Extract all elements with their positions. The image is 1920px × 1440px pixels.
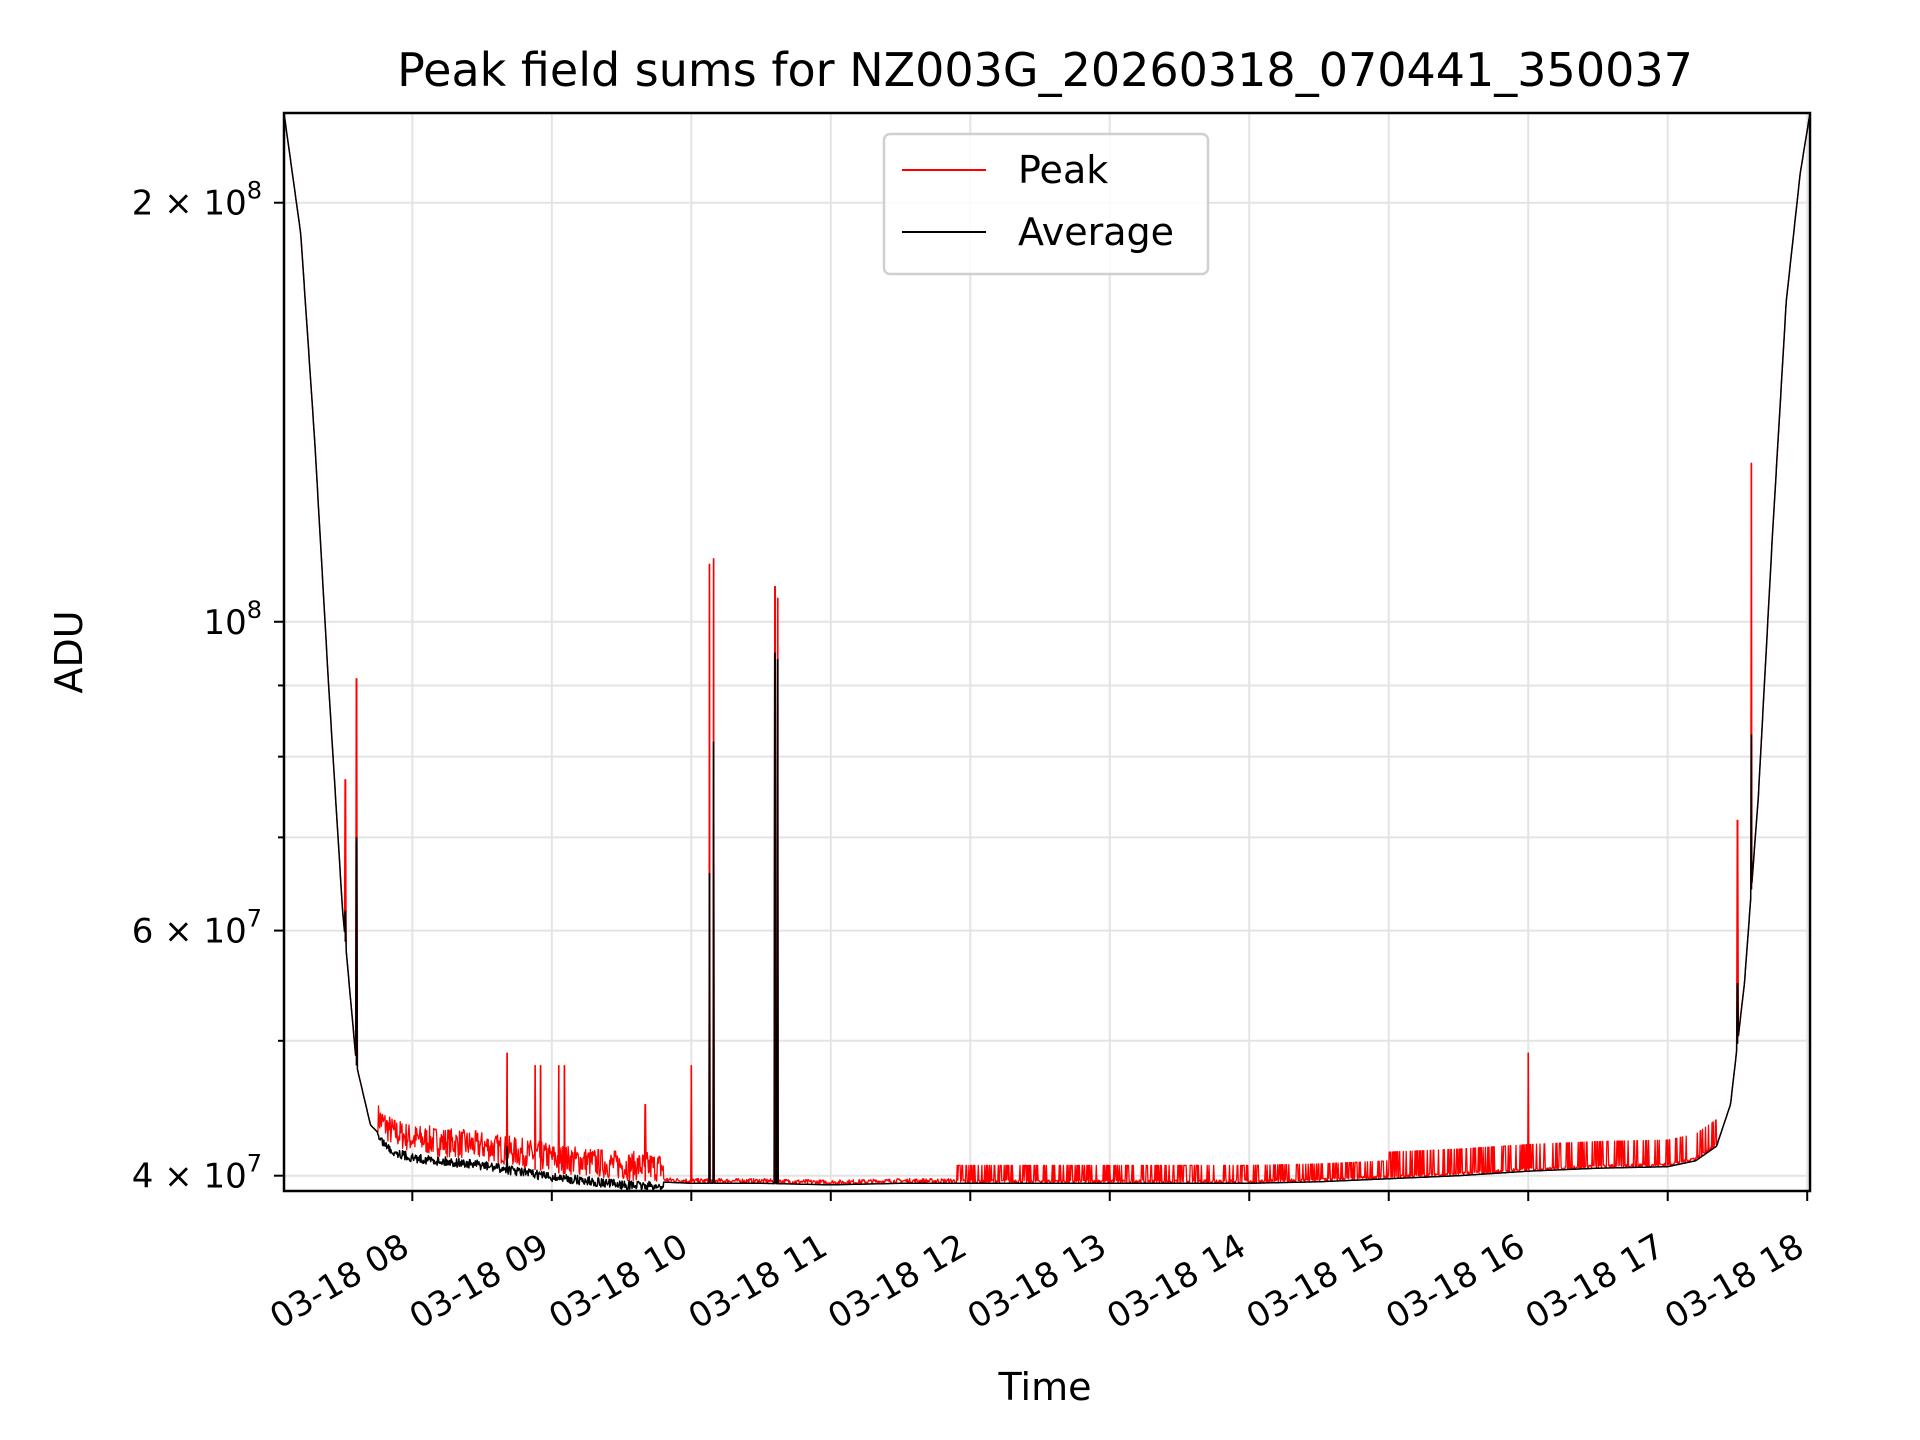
- legend-label-peak: Peak: [1018, 148, 1108, 192]
- series-layer: [283, 112, 1811, 1192]
- y-tick-label-exponent: 7: [247, 905, 262, 933]
- y-tick-label-base: 6 × 10: [132, 912, 247, 952]
- y-tick-label-base: 10: [203, 603, 246, 643]
- y-tick-label-base: 2 × 10: [132, 184, 247, 224]
- y-tick-label-base: 4 × 10: [132, 1157, 247, 1197]
- y-tick-label-exponent: 7: [247, 1150, 262, 1178]
- y-tick-label: 108: [203, 596, 262, 643]
- y-tick-label: 4 × 107: [132, 1150, 262, 1197]
- y-tick-label-exponent: 8: [247, 596, 262, 624]
- series-line-average: [283, 112, 1811, 1192]
- legend-label-average: Average: [1018, 210, 1174, 254]
- series-line-peak: [283, 112, 1811, 1186]
- y-axis-label: ADU: [47, 610, 91, 693]
- y-tick-label-exponent: 8: [247, 177, 262, 205]
- chart-title: Peak field sums for NZ003G_20260318_0704…: [397, 43, 1693, 97]
- y-tick-label: 6 × 107: [132, 905, 262, 952]
- y-tick-label: 2 × 108: [132, 177, 262, 224]
- x-axis-label: Time: [998, 1365, 1092, 1409]
- plot-frame: [282, 111, 1812, 1193]
- legend: Peak Average: [882, 132, 1210, 276]
